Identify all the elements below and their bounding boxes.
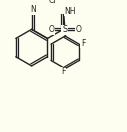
Text: F: F [81,39,85,48]
Text: N: N [62,25,67,34]
Text: S: S [62,25,68,34]
Text: N: N [30,5,36,14]
Text: NH: NH [64,6,76,16]
Text: F: F [62,67,66,76]
Text: O: O [49,25,54,34]
Text: Cl: Cl [49,0,57,5]
Text: O: O [76,25,82,34]
